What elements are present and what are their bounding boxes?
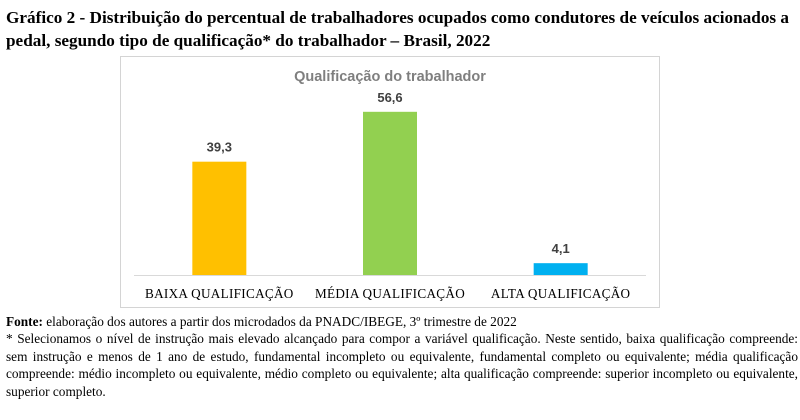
figure-notes: Fonte: elaboração dos autores a partir d… bbox=[6, 313, 798, 400]
source-label: Fonte: bbox=[6, 314, 43, 329]
chart-title: Qualificação do trabalhador bbox=[294, 69, 486, 85]
x-tick-label: BAIXA QUALIFICAÇÃO bbox=[145, 286, 294, 301]
figure-label: Gráfico 2 bbox=[6, 8, 76, 27]
x-tick-label: ALTA QUALIFICAÇÃO bbox=[491, 286, 630, 301]
x-tick-label: MÉDIA QUALIFICAÇÃO bbox=[315, 286, 465, 301]
data-label: 4,1 bbox=[552, 241, 570, 256]
figure-heading: Gráfico 2 - Distribuição do percentual d… bbox=[6, 6, 794, 52]
source-line: Fonte: elaboração dos autores a partir d… bbox=[6, 313, 798, 330]
data-label: 39,3 bbox=[207, 140, 232, 155]
bar bbox=[533, 263, 588, 275]
footnote: * Selecionamos o nível de instrução mais… bbox=[6, 331, 798, 399]
figure-caption: - Distribuição do percentual de trabalha… bbox=[6, 8, 790, 50]
bar bbox=[363, 111, 417, 275]
source-text: elaboração dos autores a partir dos micr… bbox=[42, 314, 517, 329]
data-label: 56,6 bbox=[377, 90, 402, 105]
bar bbox=[192, 161, 247, 275]
